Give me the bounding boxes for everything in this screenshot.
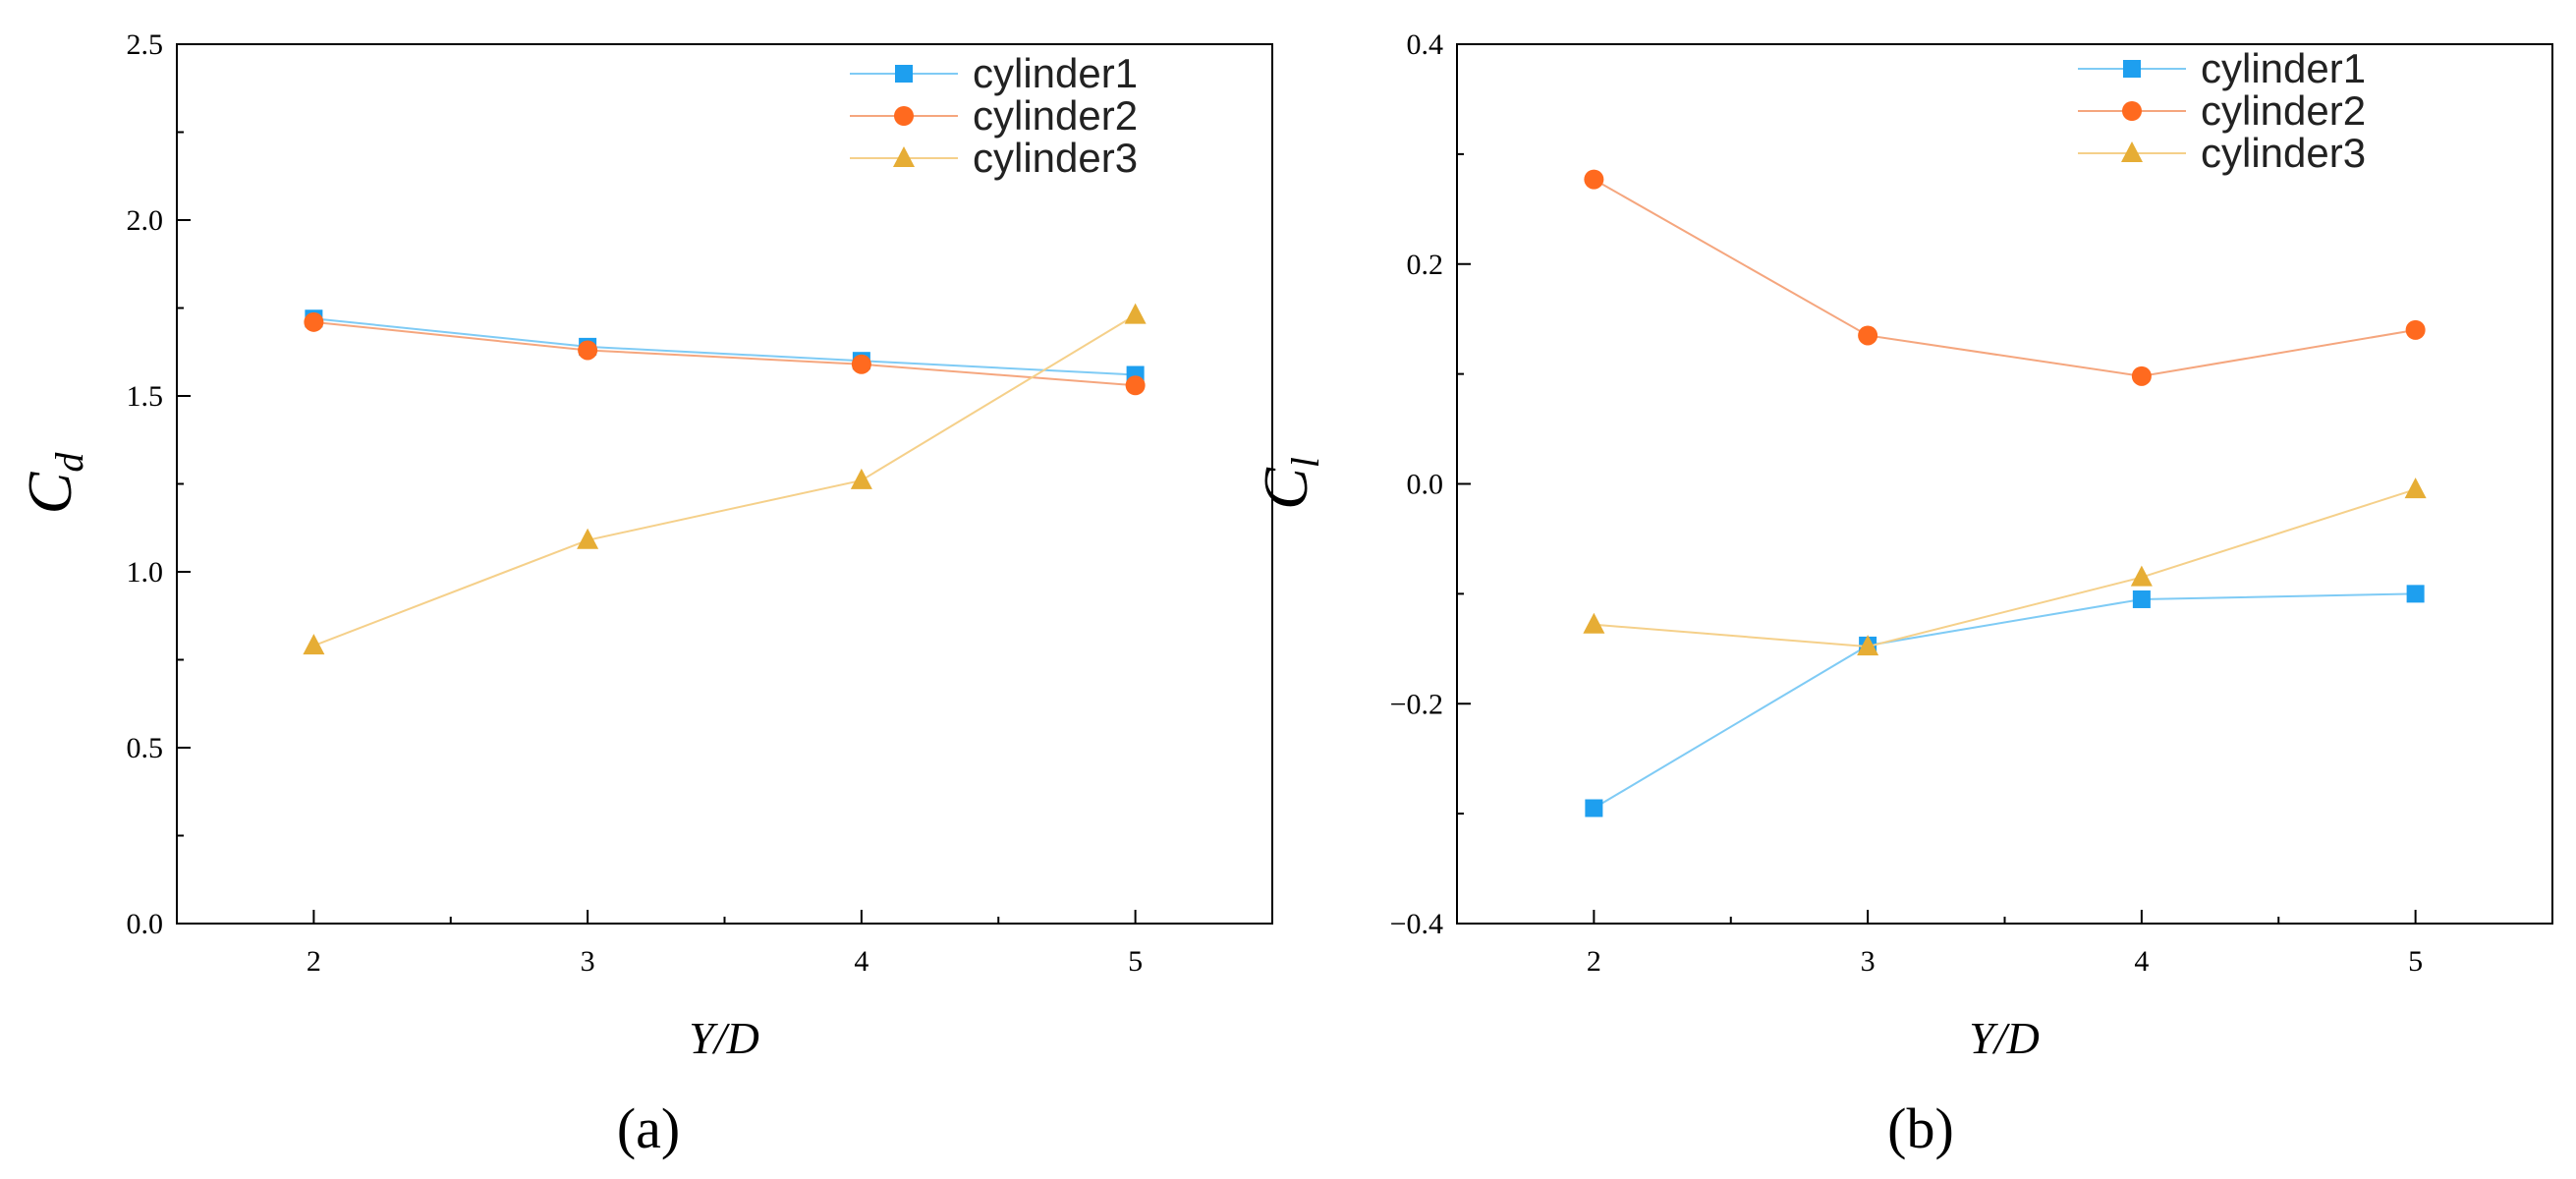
panel-a-x-axis-label: Y/D xyxy=(689,1013,759,1063)
panel-a-y-axis-ticks: 0.0 0.5 1.0 1.5 2.0 2.5 xyxy=(127,28,191,940)
panel-a-cylinder1-line xyxy=(313,317,1136,376)
panel-b-cylinder2-point xyxy=(2131,365,2152,386)
panel-a-x-tick-label: 3 xyxy=(581,945,595,978)
panel-a-cylinder3-point xyxy=(1124,303,1147,324)
panel-a-cylinder2-point xyxy=(1125,375,1146,396)
panel-b-x-tick-label: 4 xyxy=(2134,945,2149,978)
panel-b-cylinder1-point xyxy=(2406,585,2425,603)
panel-b-cylinder3-point xyxy=(1857,635,1879,656)
panel-b-cylinder2-point xyxy=(2405,319,2426,340)
panel-b-series-cylinder1 xyxy=(1585,585,2425,817)
panel-a-cylinder2-line xyxy=(313,320,1136,387)
panel-b-legend-label-cylinder2: cylinder2 xyxy=(2201,87,2366,134)
panel-b-cylinder1-point xyxy=(2132,590,2151,608)
panel-a-cylinder3-point xyxy=(850,468,872,489)
panel-a-legend-swatch-marker xyxy=(894,106,914,126)
panel-a-legend-label-cylinder2: cylinder2 xyxy=(973,92,1138,139)
panel-a-y-tick-label: 2.5 xyxy=(127,28,164,61)
panel-a-legend-item-cylinder1: cylinder1 xyxy=(850,50,1138,96)
panel-a-y-tick-label: 1.5 xyxy=(127,380,164,413)
panel-b-legend-label-cylinder3: cylinder3 xyxy=(2201,130,2366,176)
panel-a-x-tick-label: 4 xyxy=(854,945,868,978)
panel-b-legend-swatch-marker xyxy=(2122,101,2142,121)
panel-a-series-cylinder3 xyxy=(303,303,1147,655)
panel-a-drag-coefficient-chart: 0.0 0.5 1.0 1.5 2.0 2.5 2 3 4 5 Cd Y/D cylinder1… xyxy=(15,28,1273,1160)
panel-b-cylinder3-point xyxy=(2404,477,2427,499)
panel-b-legend-swatch-marker xyxy=(2123,60,2141,78)
panel-b-y-tick-label: 0.0 xyxy=(1407,469,1444,501)
panel-a-y-tick-label: 0.5 xyxy=(127,732,164,764)
panel-a-x-tick-label: 5 xyxy=(1128,945,1143,978)
panel-b-series-cylinder2 xyxy=(1584,169,2426,386)
panel-b-x-axis-ticks: 2 3 4 5 xyxy=(1456,910,2553,978)
panel-a-legend-label-cylinder3: cylinder3 xyxy=(973,135,1138,181)
panel-a-y-tick-label: 2.0 xyxy=(127,204,164,237)
panel-b-cylinder3-line xyxy=(1594,488,2416,648)
panel-b-legend-swatch-marker xyxy=(2121,141,2143,162)
panel-a-legend-item-cylinder3: cylinder3 xyxy=(850,135,1138,181)
panel-a-y-axis-label: Cd xyxy=(15,452,91,515)
panel-b-cylinder2-point xyxy=(1584,169,1604,190)
panel-b-cylinder3-point xyxy=(2130,565,2153,587)
panel-a-y-axis-label-main: C xyxy=(15,471,84,514)
panel-b-legend-label-cylinder1: cylinder1 xyxy=(2201,45,2366,91)
panel-b-cylinder1-line xyxy=(1593,592,2416,810)
panel-b-y-tick-label: −0.2 xyxy=(1390,688,1443,720)
panel-b-x-tick-label: 3 xyxy=(1861,945,1876,978)
panel-b-legend-item-cylinder1: cylinder1 xyxy=(2078,45,2366,91)
panel-b-x-axis-label: Y/D xyxy=(1969,1013,2040,1063)
panel-a-y-tick-label: 1.0 xyxy=(127,556,164,589)
panel-b-label: (b) xyxy=(1887,1096,1954,1160)
panel-b-x-tick-label: 5 xyxy=(2408,945,2423,978)
panel-b-x-tick-label: 2 xyxy=(1587,945,1601,978)
panel-b-y-axis-label-subscript: l xyxy=(1283,457,1327,468)
panel-a-legend-swatch-marker xyxy=(893,146,915,167)
panel-a-cylinder3-point xyxy=(303,634,325,655)
panel-b-y-axis-ticks: −0.4 −0.2 0.0 0.2 0.4 xyxy=(1390,28,1471,940)
panel-a-y-tick-label: 0.0 xyxy=(127,908,164,940)
panel-b-y-tick-label: 0.4 xyxy=(1407,28,1444,61)
panel-a-cylinder3-line xyxy=(313,313,1137,647)
panel-a-cylinder2-point xyxy=(851,354,871,374)
panel-a-y-axis-label-subscript: d xyxy=(47,452,91,473)
panel-a-cylinder2-point xyxy=(304,311,324,332)
panel-b-cylinder1-point xyxy=(1585,799,1603,817)
panel-a-x-tick-label: 2 xyxy=(307,945,321,978)
panel-b-cylinder3-point xyxy=(1583,612,1605,634)
panel-a-legend-item-cylinder2: cylinder2 xyxy=(850,92,1138,139)
panel-b-cylinder2-line xyxy=(1593,178,2416,377)
panel-b-y-tick-label: −0.4 xyxy=(1390,908,1443,940)
panel-b-series-group xyxy=(1583,169,2427,817)
panel-a-series-cylinder1 xyxy=(305,309,1145,384)
panel-a-series-cylinder2 xyxy=(304,311,1146,396)
panel-b-y-axis-label: Cl xyxy=(1251,457,1327,510)
panel-b-legend-item-cylinder3: cylinder3 xyxy=(2078,130,2366,176)
panel-a-legend-swatch-marker xyxy=(895,65,913,83)
panel-a-x-axis-ticks: 2 3 4 5 xyxy=(176,910,1273,978)
panel-a-cylinder2-point xyxy=(578,340,598,361)
panel-b-legend-item-cylinder2: cylinder2 xyxy=(2078,87,2366,134)
panel-a-cylinder3-point xyxy=(577,528,599,549)
panel-a-label: (a) xyxy=(617,1096,680,1160)
panel-b-y-axis-label-main: C xyxy=(1251,467,1320,510)
panel-b-series-cylinder3 xyxy=(1583,477,2427,656)
panel-b-cylinder2-point xyxy=(1858,325,1878,346)
panel-a-legend-label-cylinder1: cylinder1 xyxy=(973,50,1138,96)
panel-a-series-group xyxy=(303,303,1147,655)
panel-b-y-tick-label: 0.2 xyxy=(1407,249,1444,281)
